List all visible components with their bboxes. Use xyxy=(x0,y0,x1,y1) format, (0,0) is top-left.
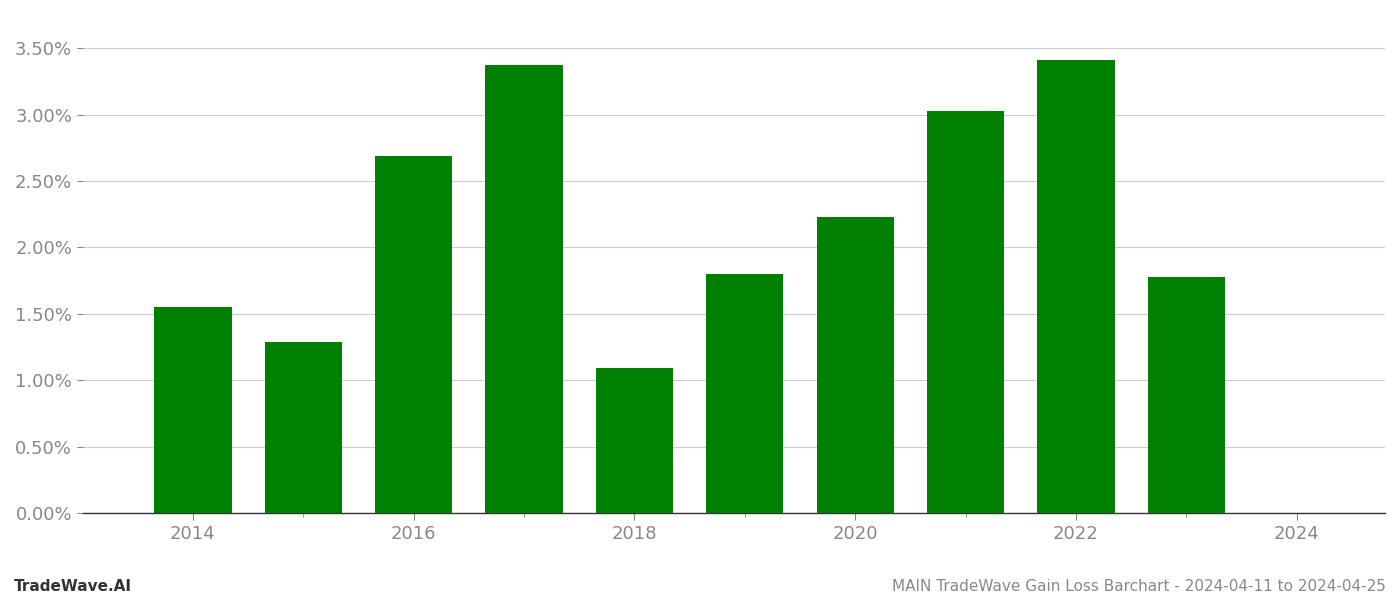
Text: TradeWave.AI: TradeWave.AI xyxy=(14,579,132,594)
Bar xyxy=(927,110,1004,513)
Bar xyxy=(1148,277,1225,513)
Bar xyxy=(706,274,784,513)
Bar xyxy=(1037,60,1114,513)
Bar xyxy=(154,307,231,513)
Text: MAIN TradeWave Gain Loss Barchart - 2024-04-11 to 2024-04-25: MAIN TradeWave Gain Loss Barchart - 2024… xyxy=(892,579,1386,594)
Bar xyxy=(486,65,563,513)
Bar xyxy=(816,217,893,513)
Bar xyxy=(596,368,673,513)
Bar xyxy=(375,156,452,513)
Bar xyxy=(265,342,342,513)
